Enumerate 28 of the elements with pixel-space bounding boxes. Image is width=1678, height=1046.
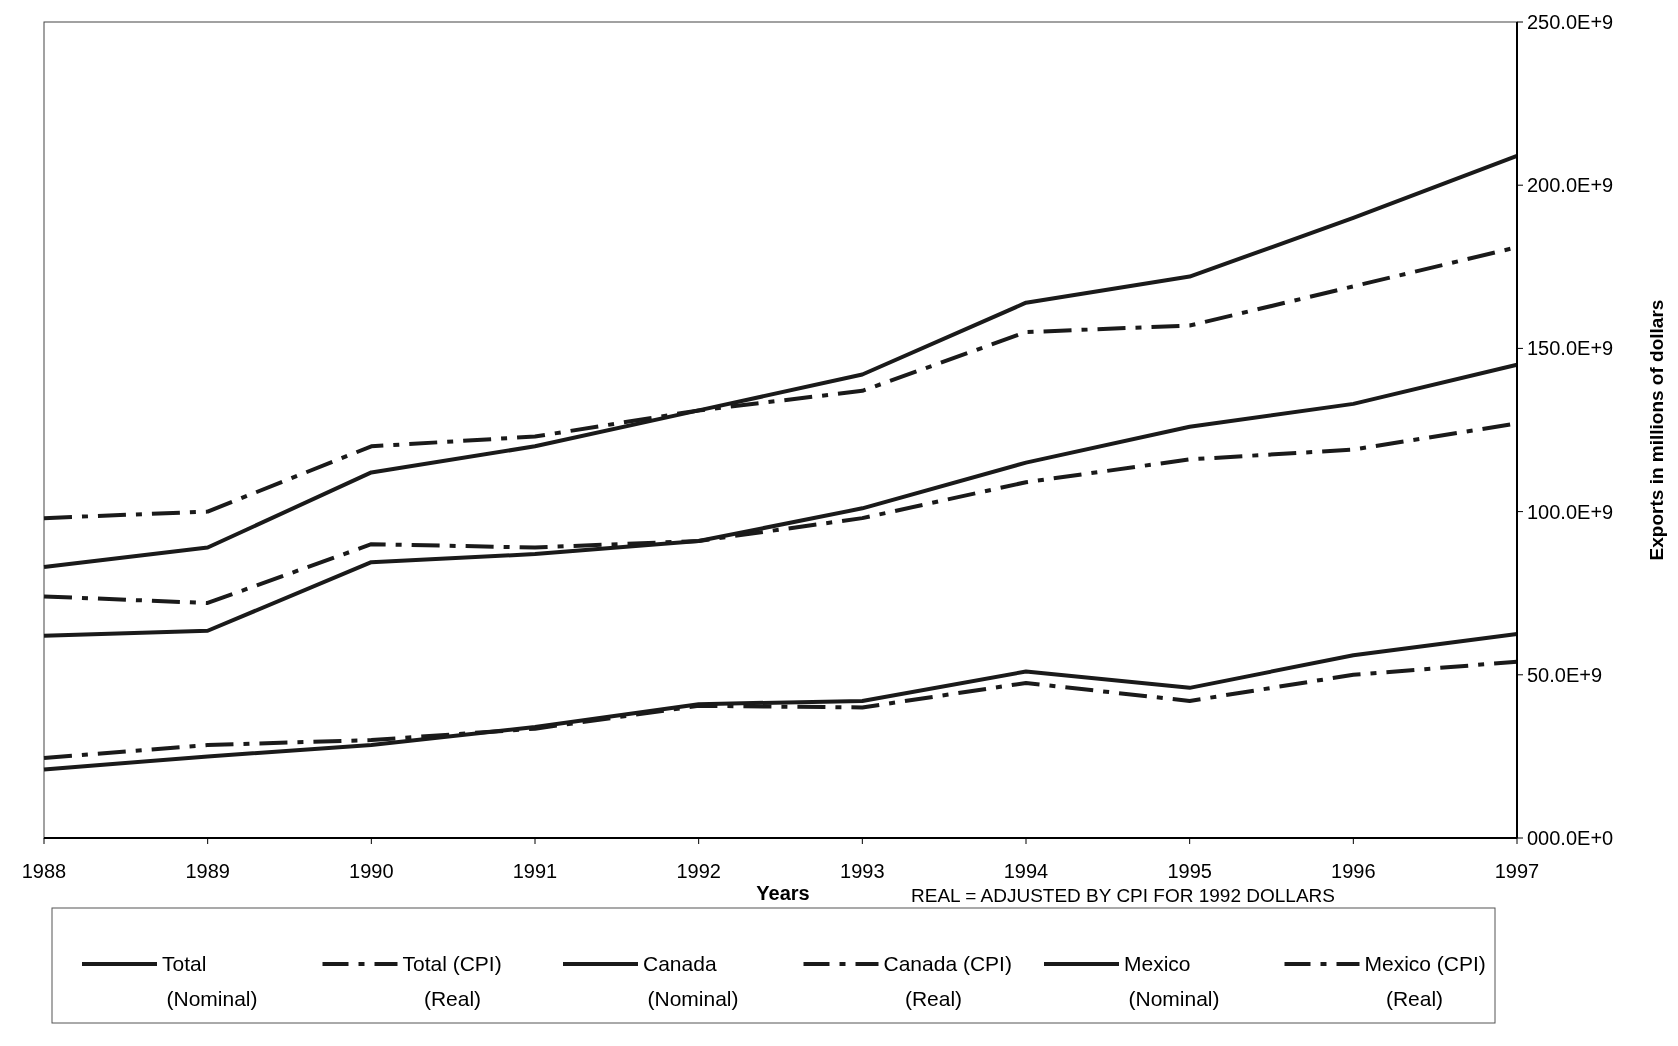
x-tick-label: 1993: [840, 860, 885, 882]
legend-label: Total (Nominal): [162, 952, 258, 1010]
line-series: [42, 153, 1519, 570]
x-tick-label: 1992: [676, 860, 721, 882]
y-tick-label: 200.0E+9: [1527, 174, 1614, 197]
legend-label: Total (CPI) (Real): [402, 952, 502, 1010]
y-tick-label: 150.0E+9: [1527, 337, 1614, 360]
y-tick-label: 000.0E+0: [1527, 827, 1614, 849]
y-tick-label: 250.0E+9: [1527, 11, 1614, 33]
x-tick-label: 1996: [1331, 860, 1376, 882]
y-tick-label: 100.0E+9: [1527, 500, 1614, 523]
x-tick-label: 1990: [349, 860, 394, 882]
line-series: [42, 632, 1519, 772]
x-tick-label: 1991: [512, 860, 558, 882]
x-tick-label: 1989: [185, 860, 230, 882]
line-series: [42, 362, 1519, 638]
x-tick-label: 1995: [1167, 860, 1212, 882]
y-axis-title: Exports in millions of dollars: [1646, 299, 1667, 561]
x-tick-label: 1988: [21, 860, 67, 882]
y-tick-label: 50.0E+9: [1527, 663, 1603, 686]
legend-label: Canada (CPI) (Real): [883, 952, 1012, 1010]
x-tick-label: 1997: [1494, 860, 1540, 882]
x-axis-title: Years: [756, 882, 810, 904]
legend-label: Mexico (CPI) (Real): [1364, 952, 1486, 1010]
x-tick-label: 1994: [1003, 860, 1049, 882]
legend-label: Canada (Nominal): [643, 952, 739, 1010]
text: REAL = ADJUSTED BY CPI FOR 1992 DOLLARS: [911, 885, 1335, 906]
legend-label: Mexico (Nominal): [1124, 952, 1220, 1010]
